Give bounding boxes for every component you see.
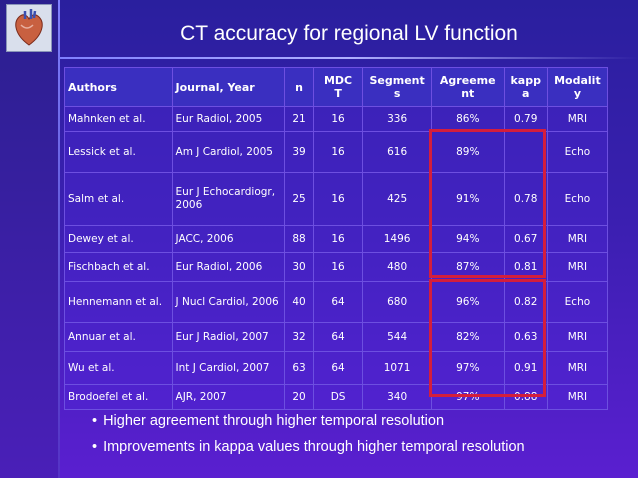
- cell-segments: 544: [362, 322, 432, 352]
- col-header-agreement: Agreeme nt: [430, 67, 505, 107]
- col-header-mdct: MDC T: [312, 67, 364, 107]
- cell-mdct: 64: [312, 351, 364, 385]
- cell-author: Brodoefel et al.: [64, 384, 173, 410]
- heart-anatomy-icon: [6, 4, 52, 52]
- cell-modality: MRI: [546, 322, 609, 352]
- cell-segments: 340: [362, 384, 432, 410]
- cell-kappa: [503, 131, 548, 173]
- cell-author: Mahnken et al.: [64, 106, 173, 132]
- cell-segments: 1496: [362, 225, 432, 253]
- cell-kappa: 0.78: [503, 172, 548, 226]
- cell-n: 63: [284, 351, 314, 385]
- cell-segments: 425: [362, 172, 432, 226]
- cell-journal: Eur Radiol, 2005: [171, 106, 286, 132]
- cell-modality: MRI: [546, 106, 609, 132]
- cell-n: 25: [284, 172, 314, 226]
- cell-modality: Echo: [546, 172, 609, 226]
- cell-kappa: 0.63: [503, 322, 548, 352]
- cell-author: Lessick et al.: [64, 131, 173, 173]
- cell-mdct: 16: [312, 225, 364, 253]
- cell-modality: Echo: [546, 281, 609, 323]
- cell-kappa: 0.79: [503, 106, 548, 132]
- cell-author: Hennemann et al.: [64, 281, 173, 323]
- cell-mdct: 16: [312, 131, 364, 173]
- cell-journal: Eur J Radiol, 2007: [171, 322, 286, 352]
- cell-modality: MRI: [546, 252, 609, 282]
- cell-author: Fischbach et al.: [64, 252, 173, 282]
- cell-journal: Eur Radiol, 2006: [171, 252, 286, 282]
- cell-mdct: DS: [312, 384, 364, 410]
- cell-kappa: 0.67: [503, 225, 548, 253]
- highlight-box-16-slice: [429, 129, 546, 278]
- cell-n: 40: [284, 281, 314, 323]
- cell-mdct: 64: [312, 322, 364, 352]
- cell-journal: J Nucl Cardiol, 2006: [171, 281, 286, 323]
- cell-agreement: 82%: [430, 322, 505, 352]
- bullet-item: • Higher agreement through higher tempora…: [92, 413, 445, 429]
- cell-journal: JACC, 2006: [171, 225, 286, 253]
- cell-n: 30: [284, 252, 314, 282]
- cell-segments: 336: [362, 106, 432, 132]
- cell-segments: 1071: [362, 351, 432, 385]
- cell-journal: Int J Cardiol, 2007: [171, 351, 286, 385]
- cell-n: 21: [284, 106, 314, 132]
- col-header-n: n: [284, 67, 314, 107]
- cell-author: Salm et al.: [64, 172, 173, 226]
- cell-segments: 480: [362, 252, 432, 282]
- cell-author: Annuar et al.: [64, 322, 173, 352]
- table-row: Dewey et al. JACC, 2006 88 16 1496 94% 0.67 MRI: [64, 225, 609, 253]
- cell-mdct: 16: [312, 106, 364, 132]
- cell-author: Wu et al.: [64, 351, 173, 385]
- table-row: Wu et al. Int J Cardiol, 2007 63 64 1071 97% 0…: [64, 351, 609, 385]
- cell-author: Dewey et al.: [64, 225, 173, 253]
- cell-n: 32: [284, 322, 314, 352]
- cell-journal: Eur J Echocardiogr, 2006: [171, 172, 286, 226]
- table-header-row: Authors Journal, Year n MDC T Segment s Ag…: [64, 67, 609, 107]
- cell-mdct: 64: [312, 281, 364, 323]
- table-row: Annuar et al. Eur J Radiol, 2007 32 64 544 82…: [64, 322, 609, 352]
- cell-kappa: 0.82: [503, 281, 548, 323]
- cell-modality: MRI: [546, 225, 609, 253]
- cell-modality: Echo: [546, 131, 609, 173]
- vertical-divider: [58, 0, 60, 478]
- col-header-modality: Modalit y: [546, 67, 609, 107]
- left-band: [0, 0, 60, 478]
- cell-n: 39: [284, 131, 314, 173]
- cell-agreement: 86%: [430, 106, 505, 132]
- cell-journal: Am J Cardiol, 2005: [171, 131, 286, 173]
- cell-mdct: 16: [312, 172, 364, 226]
- slide-title: CT accuracy for regional LV function: [180, 22, 518, 45]
- cell-n: 20: [284, 384, 314, 410]
- cell-n: 88: [284, 225, 314, 253]
- cell-modality: MRI: [546, 384, 609, 410]
- bullet-list: • Higher agreement through higher tempora…: [92, 413, 632, 465]
- table-row: Hennemann et al. J Nucl Cardiol, 2006 40 64…: [64, 281, 609, 323]
- bullet-item: • Improvements in kappa values through hi…: [92, 439, 525, 455]
- cell-mdct: 16: [312, 252, 364, 282]
- table-row: Salm et al. Eur J Echocardiogr, 2006 25 16 4…: [64, 172, 609, 226]
- cell-agreement: 94%: [430, 225, 505, 253]
- cell-modality: MRI: [546, 351, 609, 385]
- cell-segments: 680: [362, 281, 432, 323]
- title-underline: [60, 57, 638, 59]
- cell-journal: AJR, 2007: [171, 384, 286, 410]
- col-header-kappa: kapp a: [503, 67, 548, 107]
- cell-agreement: 96%: [430, 281, 505, 323]
- highlight-box-64-slice: [429, 279, 546, 397]
- col-header-journal: Journal, Year: [171, 67, 286, 107]
- table-row: Mahnken et al. Eur Radiol, 2005 21 16 336 86%…: [64, 106, 609, 132]
- col-header-segments: Segment s: [362, 67, 432, 107]
- cell-kappa: 0.91: [503, 351, 548, 385]
- col-header-authors: Authors: [64, 67, 173, 107]
- cell-segments: 616: [362, 131, 432, 173]
